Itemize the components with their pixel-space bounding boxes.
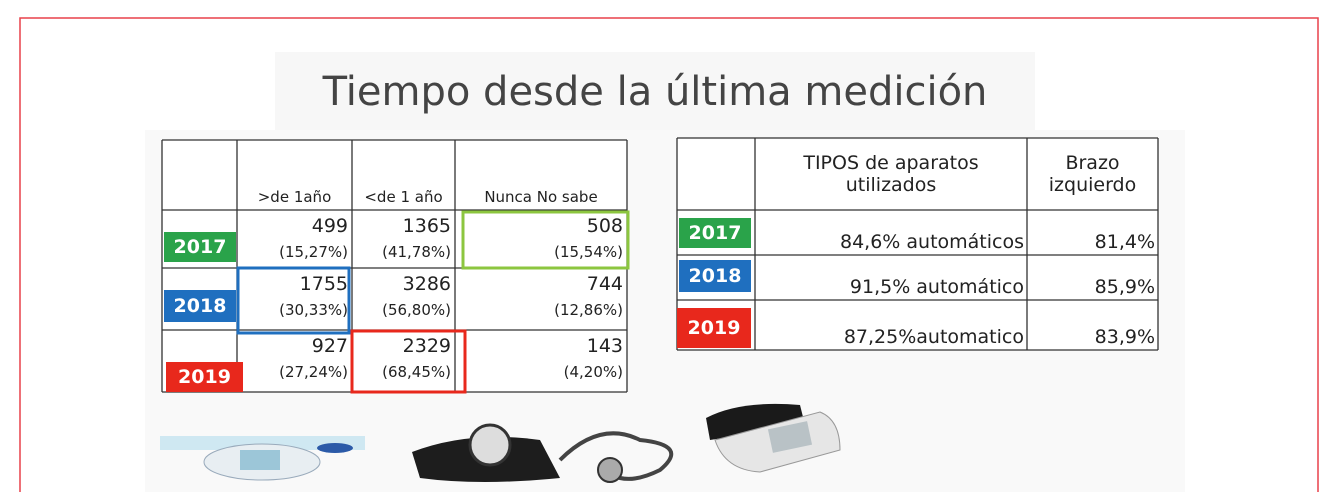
cell-text: 81,4% xyxy=(1027,210,1155,253)
cell-percent: (41,78%) xyxy=(352,240,451,264)
cell-percent: (30,33%) xyxy=(237,298,348,322)
cell-text: 85,9% xyxy=(1027,255,1155,298)
year-label: 2019 xyxy=(677,308,751,348)
cell-text: 91,5% automático xyxy=(755,255,1024,298)
cell-count: 1755 xyxy=(237,272,348,296)
slide-title: Tiempo desde la última medición xyxy=(275,62,1035,122)
cell-percent: (4,20%) xyxy=(455,360,623,384)
cell-count: 3286 xyxy=(352,272,451,296)
cell-count: 1365 xyxy=(352,214,451,238)
column-header: Brazo izquierdo xyxy=(1027,142,1158,206)
cell-count: 744 xyxy=(455,272,623,296)
cell-count: 143 xyxy=(455,334,623,358)
year-label: 2018 xyxy=(679,260,751,292)
cell-percent: (15,54%) xyxy=(455,240,623,264)
cell-percent: (27,24%) xyxy=(237,360,348,384)
cell-percent: (68,45%) xyxy=(352,360,451,384)
year-label: 2018 xyxy=(164,290,236,322)
year-label: 2019 xyxy=(166,362,243,392)
cell-percent: (12,86%) xyxy=(455,298,623,322)
cell-count: 927 xyxy=(237,334,348,358)
cell-percent: (15,27%) xyxy=(237,240,348,264)
cell-text: 84,6% automáticos xyxy=(755,210,1024,253)
slide: Tiempo desde la última medición >de 1año… xyxy=(0,0,1329,492)
year-label: 2017 xyxy=(679,218,751,248)
cell-count: 499 xyxy=(237,214,348,238)
column-header: Nunca No sabe xyxy=(455,140,627,206)
column-header: <de 1 año xyxy=(352,140,455,206)
cell-text: 83,9% xyxy=(1027,300,1155,348)
cell-text: 87,25%automatico xyxy=(755,300,1024,348)
cell-count: 2329 xyxy=(352,334,451,358)
column-header: >de 1año xyxy=(237,140,352,206)
cell-count: 508 xyxy=(455,214,623,238)
year-label: 2017 xyxy=(164,232,236,262)
column-header: TIPOS de aparatos utilizados xyxy=(755,142,1027,206)
cell-percent: (56,80%) xyxy=(352,298,451,322)
